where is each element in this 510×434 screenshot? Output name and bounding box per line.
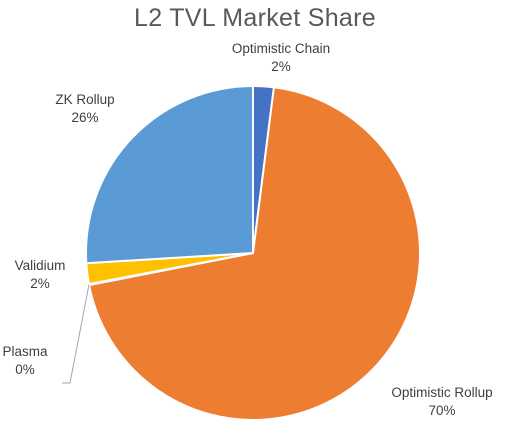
slice-name-optimistic-rollup: Optimistic Rollup: [391, 385, 492, 400]
slice-percent-plasma: 0%: [15, 362, 35, 377]
leader-line-plasma: [62, 284, 90, 384]
slice-percent-validium: 2%: [30, 276, 50, 291]
chart-title: L2 TVL Market Share: [134, 4, 376, 32]
slice-percent-optimistic-chain: 2%: [271, 59, 291, 74]
pie-slice-zk-rollup: [85, 84, 254, 265]
slice-percent-optimistic-rollup: 70%: [428, 403, 455, 418]
slice-name-zk-rollup: ZK Rollup: [55, 92, 114, 107]
pie-slice-optimistic-rollup: [87, 86, 421, 421]
slice-percent-zk-rollup: 26%: [71, 110, 98, 125]
slice-name-validium: Validium: [15, 258, 66, 273]
slice-name-plasma: Plasma: [2, 344, 48, 359]
slice-name-optimistic-chain: Optimistic Chain: [232, 41, 330, 56]
